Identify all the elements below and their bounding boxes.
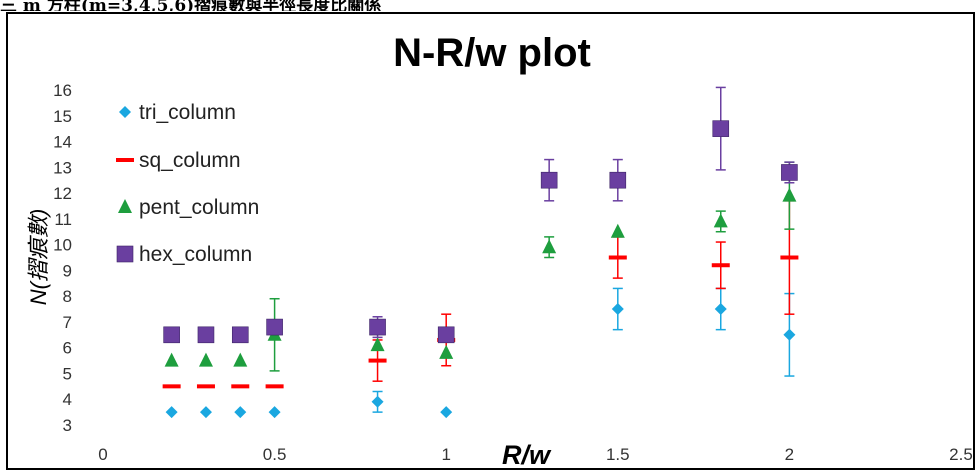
y-tick-label: 5 [63,364,72,383]
x-tick-label: 1 [441,445,450,464]
sq-column-point [368,358,387,363]
pent-column-point [233,352,248,367]
hex-column-point [369,318,386,336]
pent-column-point [164,352,179,367]
x-tick-label: 0 [98,445,107,464]
tri-column-point [234,406,247,419]
x-axis-label: R/w [502,440,552,470]
sq-column-point [608,255,627,260]
tri-column-point [165,406,178,419]
y-tick-label: 11 [54,210,72,229]
tri-column-point [371,395,384,408]
tri-column-point [783,328,796,341]
y-tick-label: 7 [63,313,72,332]
legend-pent-column-label: pent_column [139,196,259,219]
pent-column-point [713,213,728,228]
y-tick-label: 4 [63,390,72,409]
hex-column-point [437,326,455,344]
tri-column-point [714,303,727,316]
pent-column-point [370,337,385,352]
y-tick-label: 8 [63,287,72,306]
legend-hex-column-marker [116,245,134,263]
legend-tri-column-marker [119,106,131,118]
top-caption: 三 m 方柱(m=3,4,5,6)摺痕數與半徑長度比關係 [0,0,382,11]
tri-column-point [199,406,212,419]
hex-column-point [197,326,215,344]
y-tick-label: 6 [63,339,72,358]
legend-sq-column-label: sq_column [139,149,241,172]
sq-column-point [231,384,250,389]
chart-frame: N-R/w plot 3 4 5 6 7 8 9 10 11 12 13 14 15 16 0 0.5 1 1.5 2… [6,12,975,470]
y-tick-label: 14 [53,133,72,152]
tri-column-point [268,406,281,419]
legend-sq-column-marker [116,158,134,162]
legend-pent-column-marker [118,199,132,213]
x-tick-label: 1.5 [606,445,630,464]
hex-column-point [781,164,798,181]
y-tick-label: 16 [53,81,72,100]
tri-column-point [440,406,453,419]
hex-column-point [266,318,283,336]
n-rw-scatter-chart: N-R/w plot 3 4 5 6 7 8 9 10 11 12 13 14 15 16 0 0.5 1 1.5 2… [26,31,973,470]
pent-column-point [439,344,454,359]
chart-title: N-R/w plot [393,31,591,75]
sq-column-point [162,384,181,389]
y-tick-label: 12 [53,184,72,203]
pent-column-point [542,239,557,254]
hex-column-point [231,326,249,344]
hex-column-point [609,171,627,189]
y-axis-label: N(摺痕數) [26,209,51,306]
y-tick-label: 15 [53,107,72,126]
y-tick-label: 10 [53,236,72,255]
legend-tri-column-label: tri_column [139,101,236,124]
pent-column-point [782,187,797,202]
hex-column-point [712,120,730,137]
x-tick-label: 2 [785,445,794,464]
sq-column-point [711,263,730,268]
tri-column-point [611,303,624,316]
y-tick-label: 3 [63,416,72,435]
x-tick-label: 2.5 [949,445,973,464]
sq-column-point [780,255,799,260]
y-tick-label: 9 [63,261,72,280]
hex-column-point [540,171,558,189]
y-tick-label: 13 [53,158,72,177]
sq-column-point [196,384,215,389]
sq-column-point [265,384,284,389]
pent-column-point [198,352,213,367]
x-tick-label: 0.5 [263,445,287,464]
legend-hex-column-label: hex_column [139,243,252,266]
hex-column-point [163,326,180,344]
pent-column-point [610,223,625,238]
